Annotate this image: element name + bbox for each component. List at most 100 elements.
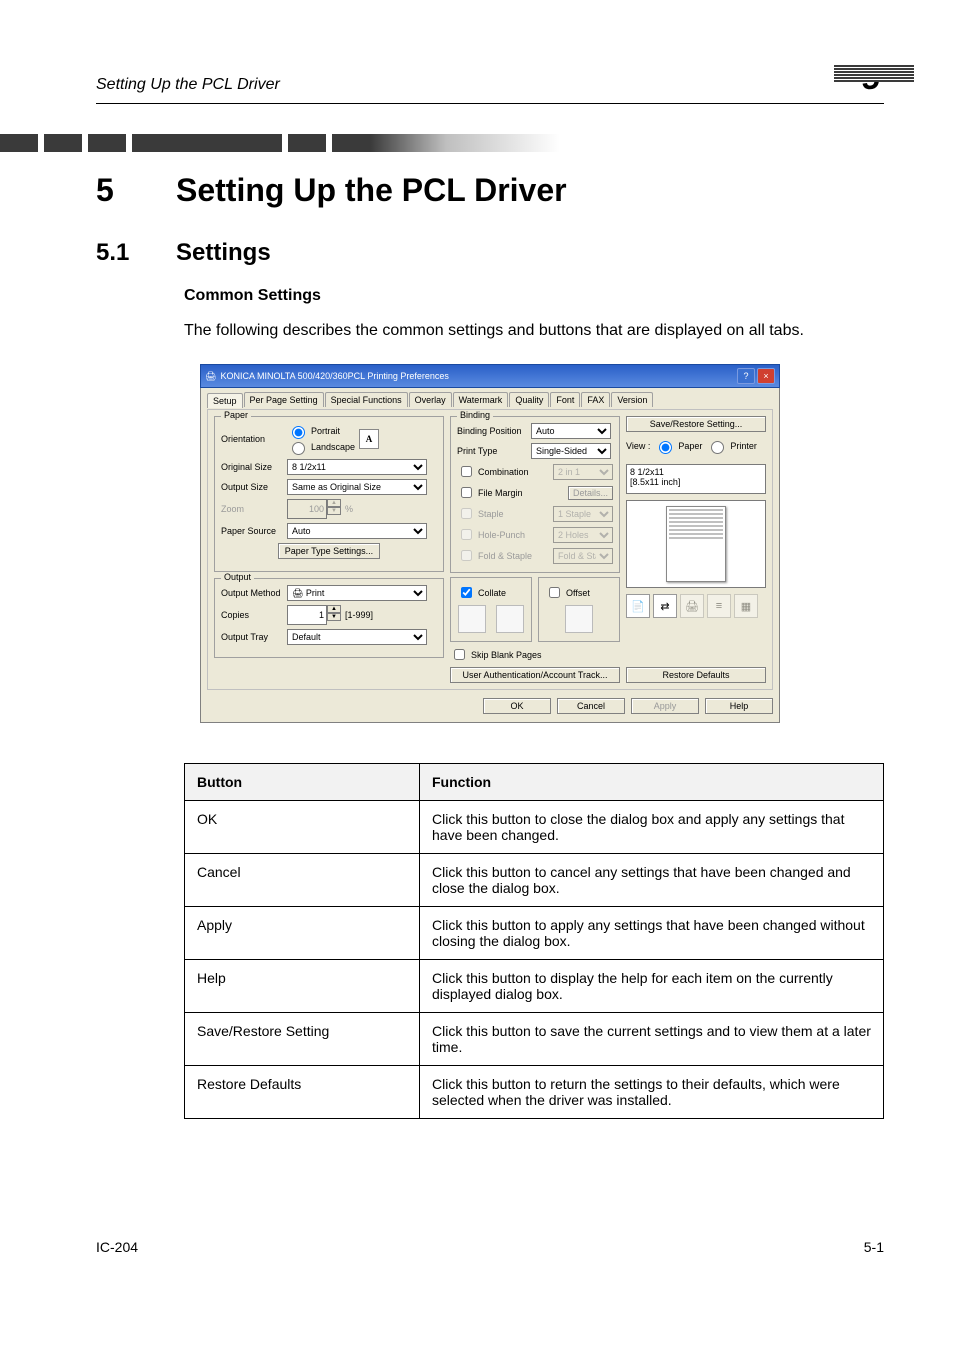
copies-label: Copies: [221, 610, 283, 620]
running-title: Setting Up the PCL Driver: [96, 76, 280, 94]
tab-per-page[interactable]: Per Page Setting: [244, 392, 324, 407]
paper-group: Paper Orientation Portrait Landscape A O…: [214, 416, 444, 572]
output-tray-select[interactable]: Default: [287, 629, 427, 645]
tab-overlay[interactable]: Overlay: [409, 392, 452, 407]
user-auth-button[interactable]: User Authentication/Account Track...: [450, 667, 620, 683]
tab-fax[interactable]: FAX: [581, 392, 610, 407]
preview-page-icon: [666, 506, 726, 582]
original-size-select[interactable]: 8 1/2x11: [287, 459, 427, 475]
icon-3: 🖨: [680, 594, 704, 618]
tab-font[interactable]: Font: [550, 392, 580, 407]
skip-blank-label: Skip Blank Pages: [471, 650, 542, 660]
output-method-select[interactable]: 🖨 Print: [287, 585, 427, 601]
table-row: HelpClick this button to display the hel…: [185, 960, 884, 1013]
decor-stripe-right: [834, 64, 914, 82]
combination-select: 2 in 1: [553, 464, 613, 480]
cell-fn: Click this button to cancel any settings…: [420, 854, 884, 907]
copies-up[interactable]: ▲: [327, 605, 341, 613]
zoom-up: ▲: [327, 499, 341, 507]
print-type-select[interactable]: Single-Sided: [531, 443, 611, 459]
paper-source-label: Paper Source: [221, 526, 283, 536]
fold-check: [461, 550, 472, 561]
cancel-button[interactable]: Cancel: [557, 698, 625, 714]
view-paper-label: Paper: [678, 441, 702, 451]
offset-check[interactable]: [549, 587, 560, 598]
cell-fn: Click this button to display the help fo…: [420, 960, 884, 1013]
output-group: Output Output Method 🖨 Print Copies ▲▼ […: [214, 578, 444, 658]
hole-label: Hole-Punch: [478, 530, 540, 540]
print-type-label: Print Type: [457, 446, 527, 456]
ok-button[interactable]: OK: [483, 698, 551, 714]
help-button[interactable]: Help: [705, 698, 773, 714]
cell-fn: Click this button to close the dialog bo…: [420, 801, 884, 854]
output-method-label: Output Method: [221, 588, 283, 598]
section-title: Settings: [176, 239, 271, 266]
decor-stripe-left: [0, 134, 560, 152]
table-row: Save/Restore SettingClick this button to…: [185, 1013, 884, 1066]
tab-version[interactable]: Version: [611, 392, 653, 407]
output-tray-label: Output Tray: [221, 632, 283, 642]
table-row: Restore DefaultsClick this button to ret…: [185, 1066, 884, 1119]
orientation-portrait-label: Portrait: [311, 426, 340, 436]
view-paper-radio[interactable]: [659, 441, 672, 454]
orientation-landscape-radio[interactable]: [292, 442, 305, 455]
info-line2: [8.5x11 inch]: [630, 477, 762, 487]
collate-check[interactable]: [461, 587, 472, 598]
orientation-label: Orientation: [221, 434, 283, 444]
offset-label: Offset: [566, 588, 590, 598]
paper-source-select[interactable]: Auto: [287, 523, 427, 539]
view-printer-radio[interactable]: [711, 441, 724, 454]
binding-position-select[interactable]: Auto: [531, 423, 611, 439]
tab-setup[interactable]: Setup: [207, 393, 243, 408]
table-row: OKClick this button to close the dialog …: [185, 801, 884, 854]
skip-blank-check[interactable]: [454, 649, 465, 660]
th-button: Button: [185, 764, 420, 801]
combination-check[interactable]: [461, 466, 472, 477]
save-restore-button[interactable]: Save/Restore Setting...: [626, 416, 766, 432]
cell-fn: Click this button to apply any settings …: [420, 907, 884, 960]
footer-right: 5-1: [864, 1239, 884, 1255]
paper-group-label: Paper: [221, 410, 251, 420]
apply-button: Apply: [631, 698, 699, 714]
view-printer-label: Printer: [730, 441, 757, 451]
titlebar-close-button[interactable]: ×: [757, 368, 775, 384]
dialog-window: 🖨 KONICA MINOLTA 500/420/360PCL Printing…: [200, 364, 780, 723]
original-size-label: Original Size: [221, 462, 283, 472]
tab-watermark[interactable]: Watermark: [453, 392, 509, 407]
view-label: View :: [626, 441, 650, 451]
icon-5: ▦: [734, 594, 758, 618]
footer-left: IC-204: [96, 1239, 138, 1255]
tab-special[interactable]: Special Functions: [325, 392, 408, 407]
tab-quality[interactable]: Quality: [509, 392, 549, 407]
orientation-portrait-radio[interactable]: [292, 426, 305, 439]
chapter-number: 5: [96, 172, 176, 209]
paper-type-button[interactable]: Paper Type Settings...: [278, 543, 380, 559]
icon-strip: 📄 ⇄ 🖨 ≡ ▦: [626, 594, 766, 618]
dialog-title: KONICA MINOLTA 500/420/360PCL Printing P…: [220, 371, 448, 381]
titlebar-help-button[interactable]: ?: [737, 368, 755, 384]
cell-btn: OK: [185, 801, 420, 854]
preview-box: [626, 500, 766, 588]
printer-icon: 🖨: [205, 371, 216, 382]
hole-check: [461, 529, 472, 540]
table-row: CancelClick this button to cancel any se…: [185, 854, 884, 907]
icon-4: ≡: [707, 594, 731, 618]
zoom-label: Zoom: [221, 504, 283, 514]
cell-btn: Apply: [185, 907, 420, 960]
hole-select: 2 Holes: [553, 527, 613, 543]
output-size-select[interactable]: Same as Original Size: [287, 479, 427, 495]
binding-group-label: Binding: [457, 410, 493, 420]
icon-1[interactable]: 📄: [626, 594, 650, 618]
restore-defaults-button[interactable]: Restore Defaults: [626, 667, 766, 683]
icon-2[interactable]: ⇄: [653, 594, 677, 618]
collate-icon-2: [496, 605, 524, 633]
copies-down[interactable]: ▼: [327, 613, 341, 621]
zoom-down: ▼: [327, 507, 341, 515]
file-margin-label: File Margin: [478, 488, 523, 498]
copies-input[interactable]: [287, 605, 327, 625]
body-paragraph: The following describes the common setti…: [184, 319, 884, 342]
combination-label: Combination: [478, 467, 529, 477]
file-margin-check[interactable]: [461, 487, 472, 498]
orientation-landscape-label: Landscape: [311, 442, 355, 452]
offset-icon: [565, 605, 593, 633]
